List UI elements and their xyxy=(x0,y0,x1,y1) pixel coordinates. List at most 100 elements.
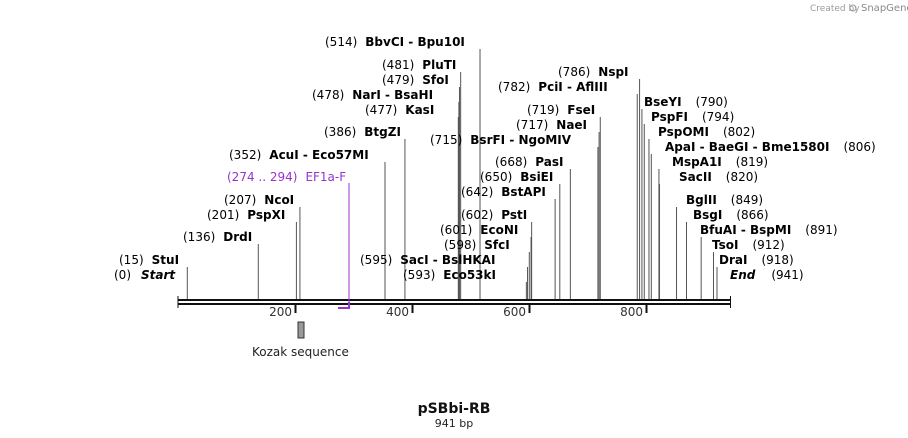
svg-text:BsgI(866): BsgI (866) xyxy=(693,208,769,222)
site-position: (668) xyxy=(495,155,527,169)
site-name[interactable]: StuI xyxy=(152,253,179,267)
svg-text:(719)FseI: (719) FseI xyxy=(527,103,595,117)
site-name[interactable]: DrdI xyxy=(223,230,252,244)
site-position: (786) xyxy=(558,65,590,79)
site-position: (598) xyxy=(444,238,476,252)
ruler-tick-label: 600 xyxy=(503,305,526,319)
primer-position: (274 .. 294) xyxy=(227,170,297,184)
svg-text:BglII(849): BglII (849) xyxy=(686,193,763,207)
snapgene-brand: SnapGene xyxy=(861,3,908,14)
site-position: (717) xyxy=(516,118,548,132)
site-name[interactable]: NaeI xyxy=(556,118,587,132)
site-labels-middle: (786) NspI (782) PciI - AflIII (719) FseI (… xyxy=(360,65,629,282)
site-name[interactable]: Eco53kI xyxy=(443,268,496,282)
site-name[interactable]: PspFI xyxy=(651,110,688,124)
site-name[interactable]: BglII xyxy=(686,193,717,207)
site-position: (481) xyxy=(382,58,414,72)
site-name[interactable]: NcoI xyxy=(264,193,294,207)
site-name[interactable]: PstI xyxy=(501,208,527,222)
site-name[interactable]: EcoNI xyxy=(480,223,518,237)
site-name[interactable]: PspOMI xyxy=(658,125,709,139)
svg-text:(595)SacI - BslHKAI: (595) SacI - BslHKAI xyxy=(360,253,495,267)
site-position: (0) xyxy=(114,268,131,282)
credit-prefix: Created by xyxy=(810,4,860,14)
ruler-tick-label: 800 xyxy=(620,305,643,319)
site-position: (593) xyxy=(403,268,435,282)
svg-text:(650)BsiEI: (650) BsiEI xyxy=(480,170,553,184)
site-labels-right: BseYI (790) PspFI (794) PspOMI (802) ApaI -… xyxy=(644,95,876,282)
site-position: (595) xyxy=(360,253,392,267)
site-name[interactable]: SacI - BslHKAI xyxy=(400,253,495,267)
site-name[interactable]: PspXI xyxy=(247,208,285,222)
site-position: (719) xyxy=(527,103,559,117)
site-name[interactable]: SfcI xyxy=(484,238,509,252)
site-position: (650) xyxy=(480,170,512,184)
site-name[interactable]: BsiEI xyxy=(520,170,553,184)
svg-text:ApaI - BaeGI - Bme1580I(806): ApaI - BaeGI - Bme1580I (806) xyxy=(665,140,876,154)
svg-text:(715)BsrFI - NgoMIV: (715) BsrFI - NgoMIV xyxy=(430,133,572,147)
site-name[interactable]: BsgI xyxy=(693,208,722,222)
svg-text:(593)Eco53kI: (593) Eco53kI xyxy=(403,268,496,282)
site-name[interactable]: NarI - BsaHI xyxy=(352,88,433,102)
primer-name[interactable]: EF1a-F xyxy=(305,170,346,184)
primer-ef1a-f[interactable] xyxy=(338,183,350,309)
site-name[interactable]: TsoI xyxy=(712,238,738,252)
site-name[interactable]: PluTI xyxy=(422,58,456,72)
svg-text:(717)NaeI: (717) NaeI xyxy=(516,118,587,132)
site-position: (782) xyxy=(498,80,530,94)
ruler-tick-label: 200 xyxy=(269,305,292,319)
site-name[interactable]: NspI xyxy=(598,65,628,79)
site-position: (602) xyxy=(461,208,493,222)
site-name[interactable]: BstAPI xyxy=(501,185,546,199)
site-labels-left: (514) BbvCI - Bpu10I (481) PluTI (479) SfoI… xyxy=(114,35,465,282)
site-name[interactable]: PciI - AflIII xyxy=(538,80,607,94)
site-position: (201) xyxy=(207,208,239,222)
svg-text:DraI(918): DraI (918) xyxy=(719,253,794,267)
site-position: (918) xyxy=(761,253,793,267)
site-position: (794) xyxy=(702,110,734,124)
site-name[interactable]: BsrFI - NgoMIV xyxy=(470,133,571,147)
site-position: (601) xyxy=(440,223,472,237)
site-name[interactable]: FseI xyxy=(567,103,595,117)
site-position: (386) xyxy=(324,125,356,139)
svg-text:(386)BtgZI: (386) BtgZI xyxy=(324,125,401,139)
svg-text:(136)DrdI: (136) DrdI xyxy=(183,230,252,244)
site-position: (790) xyxy=(696,95,728,109)
site-position: (941) xyxy=(771,268,803,282)
site-name[interactable]: BbvCI - Bpu10I xyxy=(365,35,465,49)
plasmid-title: pSBbi-RB xyxy=(418,401,491,417)
site-name[interactable]: PasI xyxy=(535,155,563,169)
site-position: (912) xyxy=(752,238,784,252)
svg-text:(642)BstAPI: (642) BstAPI xyxy=(461,185,546,199)
svg-text:(598)SfcI: (598) SfcI xyxy=(444,238,510,252)
svg-text:MspA1I(819): MspA1I (819) xyxy=(672,155,768,169)
site-name[interactable]: MspA1I xyxy=(672,155,722,169)
site-name[interactable]: ApaI - BaeGI - Bme1580I xyxy=(665,140,829,154)
start-marker[interactable]: Start xyxy=(141,268,176,282)
snapgene-logo-icon xyxy=(849,4,857,12)
site-name[interactable]: BtgZI xyxy=(364,125,401,139)
site-name[interactable]: DraI xyxy=(719,253,747,267)
svg-text:(207)NcoI: (207) NcoI xyxy=(224,193,294,207)
site-name[interactable]: BfuAI - BspMI xyxy=(700,223,791,237)
site-position: (642) xyxy=(461,185,493,199)
end-marker[interactable]: End xyxy=(730,268,756,282)
site-position: (715) xyxy=(430,133,462,147)
svg-text:(481)PluTI: (481) PluTI xyxy=(382,58,456,72)
site-name[interactable]: BseYI xyxy=(644,95,682,109)
site-position: (866) xyxy=(736,208,768,222)
ruler-tick-label: 400 xyxy=(386,305,409,319)
svg-text:(478)NarI - BsaHI: (478) NarI - BsaHI xyxy=(312,88,433,102)
svg-text:PspFI(794): PspFI (794) xyxy=(651,110,734,124)
svg-text:TsoI(912): TsoI (912) xyxy=(712,238,785,252)
site-name[interactable]: SfoI xyxy=(422,73,449,87)
site-name[interactable]: KasI xyxy=(405,103,434,117)
svg-text:(786)NspI: (786) NspI xyxy=(558,65,629,79)
svg-text:(0)Start: (0) Start xyxy=(114,268,176,282)
site-position: (136) xyxy=(183,230,215,244)
kozak-sequence-feature[interactable] xyxy=(297,321,305,339)
site-position: (849) xyxy=(731,193,763,207)
site-name[interactable]: AcuI - Eco57MI xyxy=(269,148,368,162)
sequence-backbone xyxy=(177,296,731,308)
site-name[interactable]: SacII xyxy=(679,170,712,184)
